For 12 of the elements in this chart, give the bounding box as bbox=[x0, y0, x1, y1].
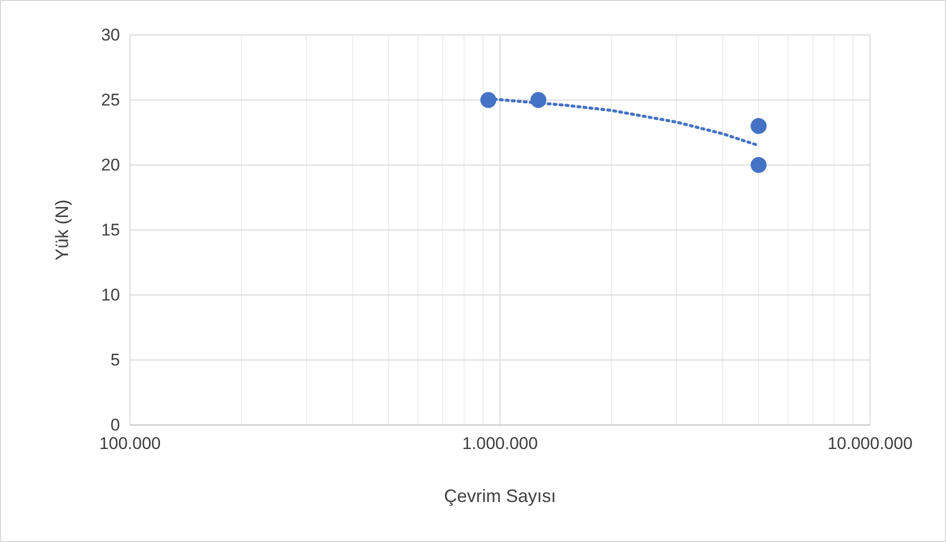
y-tick-label: 10 bbox=[101, 285, 120, 304]
y-tick-label: 25 bbox=[101, 90, 120, 110]
y-tick-label: 20 bbox=[101, 155, 120, 174]
x-tick-label: 10.000.000 bbox=[827, 434, 913, 454]
y-tick-label: 0 bbox=[110, 415, 120, 434]
x-tick-label: 100.000 bbox=[99, 434, 161, 454]
y-tick-label: 15 bbox=[101, 220, 120, 240]
y-tick-label: 5 bbox=[110, 350, 120, 370]
x-tick-label: 1.000.000 bbox=[462, 434, 538, 454]
x-axis-title: Çevrim Sayısı bbox=[444, 486, 556, 506]
y-tick-label: 30 bbox=[101, 25, 120, 44]
y-axis-title: Yük (N) bbox=[52, 199, 72, 261]
